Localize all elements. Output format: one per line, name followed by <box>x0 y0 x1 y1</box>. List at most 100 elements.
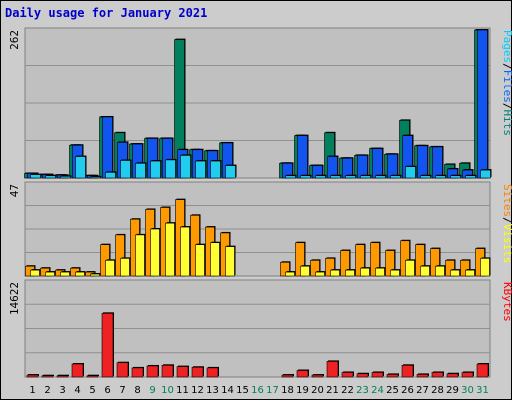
legend-visits-sites: Sites/Visits <box>501 184 512 264</box>
bar-kbytes-day-12 <box>191 366 204 378</box>
x-tick-label-3: 3 <box>59 385 65 396</box>
bar-visits-day-19 <box>295 242 305 277</box>
bar-sites-day-24 <box>375 267 385 277</box>
legend-part: Sites <box>501 184 512 217</box>
bar-visits-day-25 <box>385 250 395 277</box>
bar-kbytes-day-27 <box>416 374 429 378</box>
bar-visits-day-21 <box>325 258 335 277</box>
bar-visits-day-24 <box>370 242 380 277</box>
bar-shadow <box>91 175 102 177</box>
bar-sites-day-10 <box>165 222 175 277</box>
bar-kbytes-day-7 <box>116 362 129 378</box>
bar-shadow <box>58 374 69 376</box>
bar-pages-day-19 <box>300 175 311 179</box>
bar-pages-day-18 <box>285 175 296 179</box>
x-tick-label-5: 5 <box>89 385 95 396</box>
bar-files-day-6 <box>102 116 113 179</box>
legend-part: KBytes <box>501 282 512 322</box>
bar-kbytes-day-6 <box>101 313 114 378</box>
x-tick-label-13: 13 <box>206 385 219 396</box>
bar-pages-day-27 <box>420 175 431 179</box>
bar-sites-day-31 <box>480 258 490 277</box>
bar-pages-day-22 <box>345 175 356 179</box>
x-tick-label-12: 12 <box>191 385 204 396</box>
legend-part: Files <box>501 70 512 103</box>
bar-sites-day-2 <box>45 271 55 277</box>
bar-kbytes-day-28 <box>431 372 444 378</box>
x-tick-label-19: 19 <box>296 385 309 396</box>
bar-kbytes-day-22 <box>341 372 354 378</box>
bar-files-day-28 <box>432 146 443 179</box>
bar-kbytes-day-5 <box>86 375 99 378</box>
bar-kbytes-day-25 <box>386 374 399 378</box>
bar-kbytes-day-26 <box>401 365 414 378</box>
y-max-label: 47 <box>8 184 21 197</box>
x-tick-label-23: 23 <box>356 385 369 396</box>
bar-pages-day-11 <box>180 155 191 179</box>
bar-pages-day-7 <box>120 160 131 179</box>
x-tick-label-22: 22 <box>341 385 354 396</box>
bar-sites-day-19 <box>300 265 310 277</box>
x-tick-label-11: 11 <box>176 385 189 396</box>
bar-pages-day-1 <box>30 174 41 179</box>
bar-files-day-27 <box>417 145 428 179</box>
bar-kbytes-day-10 <box>161 365 174 378</box>
bar-sites-day-7 <box>120 258 130 277</box>
x-tick-label-9: 9 <box>149 385 155 396</box>
bar-sites-day-9 <box>150 228 160 277</box>
bar-pages-day-24 <box>375 175 386 179</box>
bar-sites-day-23 <box>360 267 370 277</box>
bar-sites-day-5 <box>90 273 100 277</box>
bar-kbytes-day-29 <box>446 373 459 378</box>
bar-pages-day-13 <box>210 160 221 179</box>
bar-files-day-31 <box>477 29 488 179</box>
bar-sites-day-21 <box>330 269 340 277</box>
bar-sites-day-1 <box>30 269 40 277</box>
x-tick-label-16: 16 <box>251 385 264 396</box>
bar-sites-day-25 <box>390 269 400 277</box>
bar-pages-day-10 <box>165 159 176 179</box>
bar-visits-day-22 <box>340 250 350 277</box>
x-tick-label-10: 10 <box>161 385 174 396</box>
bar-pages-day-14 <box>225 165 236 179</box>
bar-pages-day-29 <box>450 175 461 179</box>
bar-pages-day-26 <box>405 166 416 179</box>
bar-visits-day-18 <box>280 261 290 277</box>
bar-pages-day-30 <box>465 175 476 179</box>
bar-sites-day-28 <box>435 265 445 277</box>
bar-kbytes-day-19 <box>296 370 309 378</box>
x-tick-label-25: 25 <box>386 385 399 396</box>
bar-sites-day-27 <box>420 265 430 277</box>
bar-pages-day-25 <box>390 175 401 179</box>
bar-sites-day-22 <box>345 269 355 277</box>
bar-sites-day-30 <box>465 269 475 277</box>
bar-visits-day-23 <box>355 244 365 277</box>
bar-kbytes-day-9 <box>146 365 159 378</box>
bar-pages-day-20 <box>315 175 326 179</box>
bar-pages-day-23 <box>360 175 371 179</box>
bar-kbytes-day-3 <box>56 375 69 378</box>
legend-part: / <box>501 63 512 70</box>
x-tick-label-2: 2 <box>44 385 50 396</box>
x-tick-label-30: 30 <box>461 385 474 396</box>
legend-part: / <box>501 103 512 110</box>
bar-pages-day-31 <box>480 169 491 179</box>
x-tick-label-21: 21 <box>326 385 339 396</box>
bar-visits-day-26 <box>400 240 410 277</box>
x-tick-label-27: 27 <box>416 385 429 396</box>
x-tick-label-8: 8 <box>134 385 140 396</box>
bar-sites-day-20 <box>315 271 325 277</box>
x-tick-label-20: 20 <box>311 385 324 396</box>
x-tick-label-17: 17 <box>266 385 279 396</box>
bar-sites-day-4 <box>75 271 85 277</box>
bar-shadow <box>88 374 99 376</box>
bar-pages-day-5 <box>90 176 101 179</box>
x-tick-label-31: 31 <box>476 385 489 396</box>
legend-hits-files-pages: Pages/Files/Hits <box>501 30 512 136</box>
bar-kbytes-day-11 <box>176 366 189 378</box>
bar-files-day-24 <box>372 148 383 179</box>
x-tick-label-29: 29 <box>446 385 459 396</box>
bar-kbytes-day-2 <box>41 375 54 378</box>
x-tick-label-1: 1 <box>29 385 35 396</box>
